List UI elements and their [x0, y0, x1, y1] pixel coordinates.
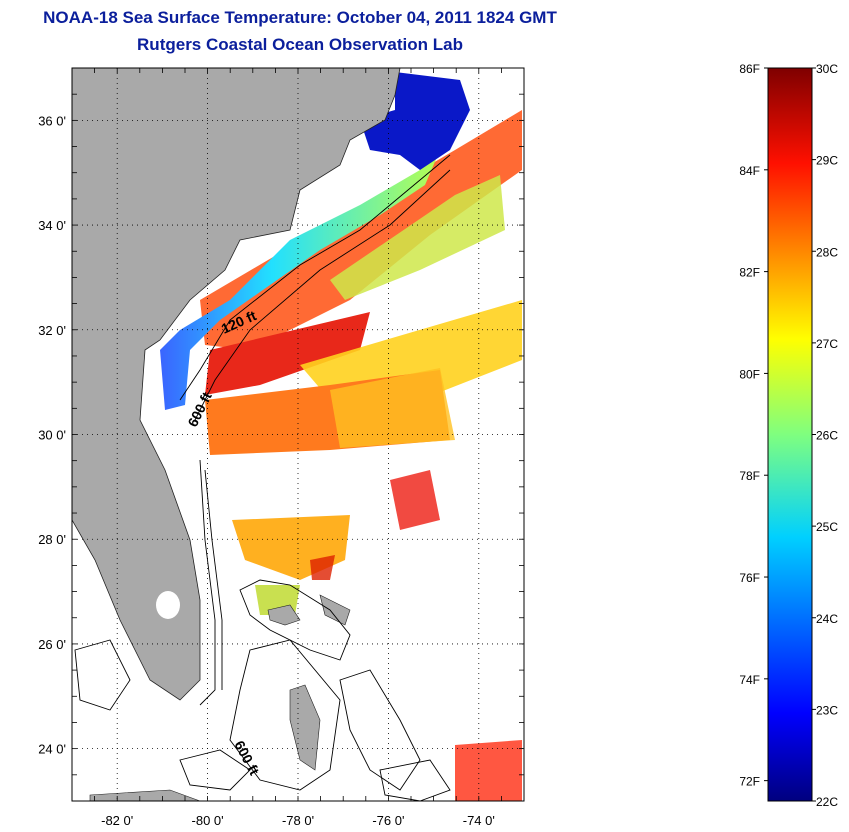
colorbar-f-label: 86F	[739, 62, 760, 76]
colorbar-c-label: 27C	[816, 337, 838, 351]
map-title: NOAA-18 Sea Surface Temperature: October…	[43, 8, 557, 27]
sst-data	[160, 72, 522, 801]
lat-tick-label: 28 0'	[38, 532, 66, 547]
colorbar-c-label: 26C	[816, 429, 838, 443]
map-area: 120 ft 600 ft 600 ft	[72, 68, 524, 801]
colorbar-c-label: 28C	[816, 245, 838, 259]
colorbar-f-label: 84F	[739, 164, 760, 178]
colorbar-f-label: 74F	[739, 673, 760, 687]
colorbar-c-label: 30C	[816, 62, 838, 76]
lat-tick-label: 24 0'	[38, 742, 66, 757]
colorbar-f-label: 78F	[739, 469, 760, 483]
colorbar-ticks: 30C 29C 28C 27C 26C 25C 24C 23C 22C 86F 84F 82F 80F 7…	[739, 62, 838, 809]
colorbar-c-label: 29C	[816, 154, 838, 168]
colorbar-f-label: 80F	[739, 367, 760, 381]
colorbar-f-label: 72F	[739, 775, 760, 789]
colorbar-f-label: 76F	[739, 571, 760, 585]
colorbar-c-label: 25C	[816, 520, 838, 534]
lon-tick-label: -80 0'	[192, 813, 224, 828]
colorbar-gradient	[767, 67, 813, 802]
lat-tick-label: 34 0'	[38, 218, 66, 233]
lat-lon-grid	[72, 68, 524, 801]
colorbar-f-label: 82F	[739, 266, 760, 280]
lon-tick-label: -82 0'	[101, 813, 133, 828]
lon-tick-label: -78 0'	[282, 813, 314, 828]
lon-tick-label: -76 0'	[372, 813, 404, 828]
colorbar-c-label: 22C	[816, 795, 838, 809]
lat-tick-label: 26 0'	[38, 637, 66, 652]
colorbar-c-label: 23C	[816, 703, 838, 717]
lon-tick-label: -74 0'	[463, 813, 495, 828]
map-subtitle: Rutgers Coastal Ocean Observation Lab	[137, 35, 463, 54]
colorbar: 30C 29C 28C 27C 26C 25C 24C 23C 22C 86F 84F 82F 80F 7…	[739, 62, 838, 809]
lat-tick-label: 36 0'	[38, 113, 66, 128]
lat-tick-label: 32 0'	[38, 323, 66, 338]
bathymetry-contours	[74, 154, 451, 801]
map-axes: 36 0' 34 0' 32 0' 30 0' 28 0' 26 0' 24 0' -82 0…	[38, 67, 525, 828]
lat-tick-label: 30 0'	[38, 428, 66, 443]
colorbar-c-label: 24C	[816, 612, 838, 626]
